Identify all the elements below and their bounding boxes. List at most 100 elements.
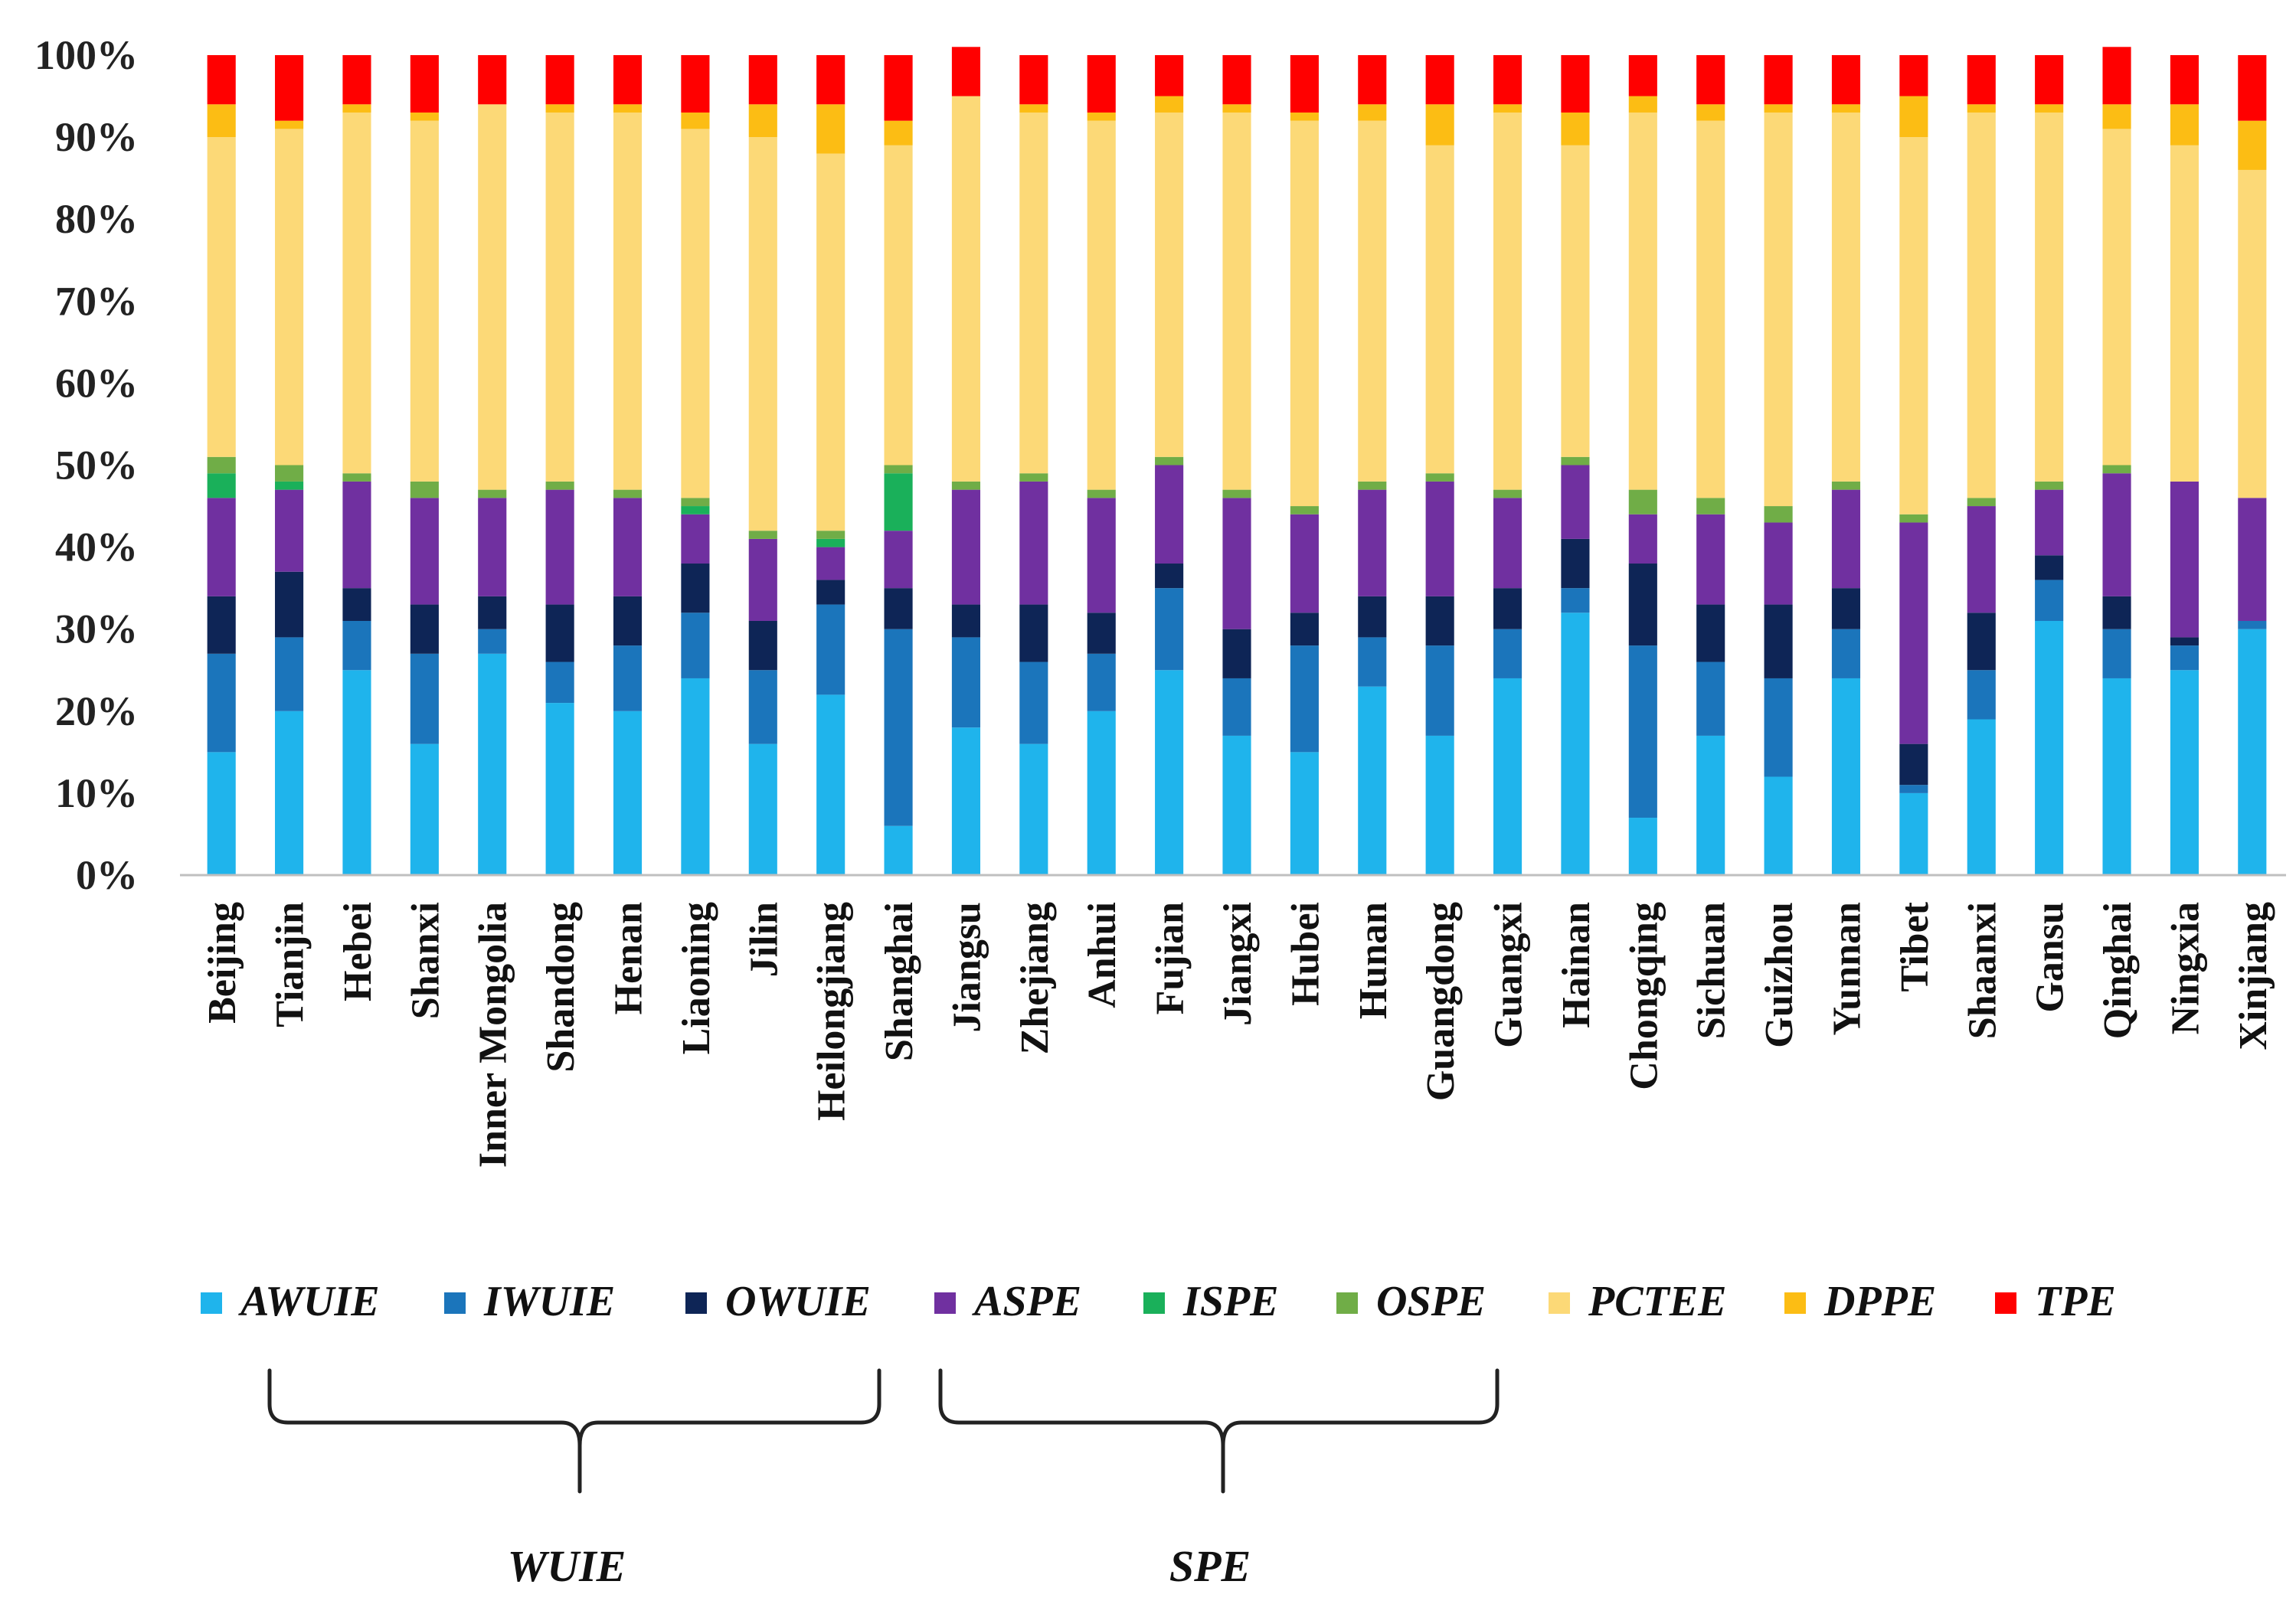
bar-segment-qinghai-ospe xyxy=(2102,465,2131,474)
bar-segment-sichuan-tpe xyxy=(1696,55,1725,105)
bar-segment-fujian-aspe xyxy=(1155,465,1184,564)
bar-segment-shandong-ospe xyxy=(545,481,574,490)
bar-segment-jilin-aspe xyxy=(748,538,777,621)
bar-segment-yunnan-awuie xyxy=(1831,678,1861,875)
bar-segment-shanxi-owuie xyxy=(410,604,439,654)
bar-segment-xinjiang-awuie xyxy=(2238,629,2267,875)
bar-segment-xinjiang-aspe xyxy=(2238,498,2267,621)
group-label-wuie: WUIE xyxy=(508,1541,626,1591)
bar-segment-qinghai-owuie xyxy=(2102,596,2131,629)
bar-segment-shanghai-aspe xyxy=(884,531,913,589)
bar-stack-shanxi xyxy=(410,55,439,875)
legend-swatch-awuie xyxy=(201,1292,222,1314)
bar-segment-hebei-ospe xyxy=(342,473,371,482)
x-tick-label-sichuan: Sichuan xyxy=(1690,902,1734,1039)
x-tick-label-hubei: Hubei xyxy=(1284,902,1327,1006)
bar-segment-yunnan-tpe xyxy=(1831,55,1861,105)
bar-segment-hunan-pctee xyxy=(1358,120,1387,482)
bar-segment-guizhou-owuie xyxy=(1764,604,1793,678)
bar-segment-hainan-awuie xyxy=(1561,613,1590,875)
bar-segment-tianjin-tpe xyxy=(275,55,304,121)
x-tick-label-anhui: Anhui xyxy=(1081,902,1124,1008)
bar-segment-liaoning-ospe xyxy=(681,498,710,507)
bar-segment-ningxia-awuie xyxy=(2170,670,2199,875)
x-tick-label-shanghai: Shanghai xyxy=(878,902,921,1061)
bar-segment-guangxi-pctee xyxy=(1493,112,1522,490)
legend-label-pctee: PCTEE xyxy=(1588,1278,1726,1325)
bar-segment-tianjin-awuie xyxy=(275,711,304,875)
bar-segment-guangdong-owuie xyxy=(1425,596,1454,646)
bar-segment-hubei-awuie xyxy=(1290,752,1319,875)
bar-stack-qinghai xyxy=(2102,47,2131,875)
bar-segment-tibet-tpe xyxy=(1899,55,1928,96)
bar-segment-shanghai-pctee xyxy=(884,145,913,466)
bar-segment-henan-aspe xyxy=(613,498,643,596)
bar-segment-henan-ospe xyxy=(613,489,643,498)
bar-segment-chongqing-tpe xyxy=(1628,55,1657,96)
bar-segment-shanghai-tpe xyxy=(884,55,913,121)
bar-segment-beijing-tpe xyxy=(207,55,236,105)
legend-label-owuie: OWUIE xyxy=(725,1278,871,1325)
bar-segment-anhui-awuie xyxy=(1087,711,1116,875)
bar-segment-fujian-iwuie xyxy=(1155,588,1184,671)
bar-segment-hunan-aspe xyxy=(1358,489,1387,596)
bar-segment-shandong-awuie xyxy=(545,703,574,875)
bar-segment-xinjiang-iwuie xyxy=(2238,620,2267,629)
bar-segment-shaanxi-awuie xyxy=(1967,719,1996,875)
x-tick-label-yunnan: Yunnan xyxy=(1825,902,1869,1036)
bar-stack-jiangxi xyxy=(1222,55,1251,875)
bar-segment-beijing-pctee xyxy=(207,137,236,457)
bar-segment-hubei-aspe xyxy=(1290,514,1319,613)
bar-segment-henan-dppe xyxy=(613,104,643,113)
bar-stack-hainan xyxy=(1561,55,1590,875)
bar-segment-yunnan-owuie xyxy=(1831,588,1861,629)
bar-segment-chongqing-aspe xyxy=(1628,514,1657,564)
bar-segment-chongqing-awuie xyxy=(1628,818,1657,875)
y-tick-label: 40% xyxy=(55,524,138,570)
bar-segment-shanghai-awuie xyxy=(884,825,913,875)
bar-segment-xinjiang-pctee xyxy=(2238,169,2267,498)
bar-segment-guangdong-ospe xyxy=(1425,473,1454,482)
bar-segment-beijing-iwuie xyxy=(207,653,236,753)
x-tick-label-jilin: Jilin xyxy=(742,902,786,977)
bar-segment-hunan-owuie xyxy=(1358,596,1387,638)
bar-segment-gansu-ospe xyxy=(2035,481,2064,490)
bar-stack-hubei xyxy=(1290,55,1319,875)
bar-segment-hunan-dppe xyxy=(1358,104,1387,121)
bar-segment-liaoning-tpe xyxy=(681,55,710,113)
bar-segment-liaoning-ispe xyxy=(681,506,710,515)
bar-segment-tibet-iwuie xyxy=(1899,785,1928,793)
x-tick-label-shandong: Shandong xyxy=(539,902,583,1073)
bar-segment-shanghai-iwuie xyxy=(884,629,913,826)
x-tick-label-jiangsu: Jiangsu xyxy=(945,902,989,1033)
bar-stack-guangdong xyxy=(1425,55,1454,875)
bar-segment-zhejiang-dppe xyxy=(1019,104,1048,113)
bar-segment-guizhou-pctee xyxy=(1764,112,1793,507)
bar-segment-guangxi-awuie xyxy=(1493,678,1522,875)
legend: AWUIE IWUIE OWUIE ASPE ISPE OSPE PCTEE DPPE TPE xyxy=(201,1278,2116,1325)
x-tick-label-heilongjiang: Heilongjiang xyxy=(810,902,854,1121)
bar-segment-hubei-pctee xyxy=(1290,120,1319,507)
bar-stack-gansu xyxy=(2035,55,2064,875)
bar-segment-jiangxi-dppe xyxy=(1222,104,1251,113)
bar-segment-hubei-ospe xyxy=(1290,506,1319,515)
bar-segment-hunan-iwuie xyxy=(1358,637,1387,687)
bar-stack-inner-mongolia xyxy=(478,55,507,875)
bar-stack-ningxia xyxy=(2170,55,2199,875)
bar-segment-guangdong-awuie xyxy=(1425,735,1454,875)
bar-segment-fujian-owuie xyxy=(1155,564,1184,589)
bar-segment-jiangsu-tpe xyxy=(951,47,981,96)
bar-segment-yunnan-iwuie xyxy=(1831,629,1861,678)
bar-segment-guangdong-iwuie xyxy=(1425,645,1454,736)
bar-segment-jiangxi-iwuie xyxy=(1222,678,1251,736)
bar-segment-hebei-pctee xyxy=(342,112,371,474)
bar-segment-jiangsu-owuie xyxy=(951,604,981,638)
bar-segment-heilongjiang-dppe xyxy=(816,104,845,154)
x-tick-label-ningxia: Ningxia xyxy=(2164,902,2207,1034)
legend-groups: WUIE SPE xyxy=(267,1368,1500,1591)
bar-segment-sichuan-pctee xyxy=(1696,120,1725,498)
x-tick-label-inner-mongolia: Inner Mongolia xyxy=(472,902,515,1168)
bar-stack-yunnan xyxy=(1831,55,1861,875)
bar-segment-henan-awuie xyxy=(613,711,643,875)
